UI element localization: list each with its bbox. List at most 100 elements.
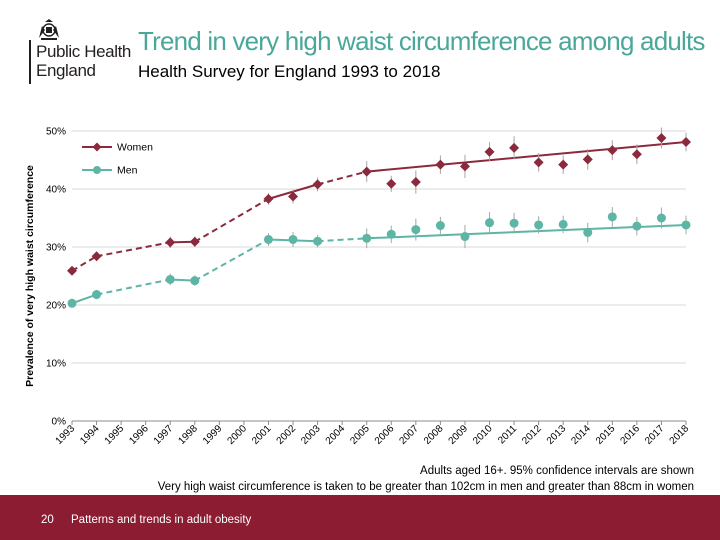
data-point-women — [681, 137, 691, 148]
series-line-segment — [194, 238, 269, 282]
y-tick-label: 40% — [46, 185, 66, 196]
legend-marker — [92, 142, 102, 152]
logo-line-1: Public Health — [36, 42, 131, 61]
data-point-women — [312, 179, 323, 190]
data-point-men — [67, 298, 77, 308]
data-point-women — [435, 159, 446, 170]
x-tick-label: 1994 — [78, 423, 102, 447]
x-tick-label: 2000 — [226, 423, 250, 447]
x-tick-label: 2012 — [520, 423, 544, 447]
data-point-men — [263, 234, 273, 244]
phe-logo: Public Health England — [29, 18, 139, 88]
series-line-segment — [194, 197, 269, 243]
legend-label: Women — [117, 142, 153, 154]
x-tick-label: 2010 — [471, 423, 495, 447]
footer-title: Patterns and trends in adult obesity — [71, 514, 252, 526]
y-tick-label: 10% — [46, 359, 66, 370]
x-tick-label: 2006 — [373, 423, 397, 447]
data-point-men — [460, 232, 470, 242]
data-point-men — [313, 236, 323, 246]
data-point-women — [631, 149, 642, 160]
page-subtitle: Health Survey for England 1993 to 2018 — [138, 62, 441, 81]
series-line-segment — [71, 255, 98, 272]
x-tick-label: 2003 — [299, 423, 323, 447]
data-point-women — [558, 159, 569, 170]
x-tick-label: 2018 — [668, 423, 692, 447]
data-point-men — [165, 274, 175, 284]
page-title: Trend in very high waist circumference a… — [138, 26, 705, 56]
waist-circumference-chart: 0% 10% 20% 30% 40% 50% Prevalence of very high… — [24, 127, 692, 447]
x-tick-label: 2016 — [618, 423, 642, 447]
x-tick-label: 1999 — [201, 423, 225, 447]
x-tick-label: 2011 — [496, 423, 519, 446]
data-point-men — [607, 212, 617, 222]
data-point-men — [632, 221, 642, 231]
data-point-men — [509, 218, 519, 228]
data-point-men — [583, 228, 593, 237]
y-tick-label: 20% — [46, 301, 66, 312]
legend-label: Men — [117, 165, 138, 177]
x-tick-label: 2013 — [545, 423, 569, 447]
data-point-women — [533, 157, 544, 168]
y-tick-label: 0% — [52, 417, 67, 428]
x-tick-label: 2008 — [422, 423, 446, 447]
x-tick-label: 2007 — [397, 423, 421, 447]
logo-line-2: England — [36, 61, 96, 80]
x-tick-label: 2004 — [324, 423, 348, 447]
note-confidence-intervals: Adults aged 16+. 95% confidence interval… — [420, 465, 694, 477]
series-line-segment — [96, 241, 171, 258]
data-point-men — [190, 276, 200, 286]
y-tick-label: 30% — [46, 243, 66, 254]
data-point-men — [558, 219, 568, 229]
series-line-segment — [317, 170, 367, 186]
data-point-women — [165, 237, 176, 248]
data-point-women — [656, 132, 667, 143]
data-point-men — [485, 218, 495, 228]
series-line-segment — [366, 141, 687, 173]
data-point-women — [410, 177, 421, 188]
page-number: 20 — [41, 514, 54, 526]
data-point-women — [582, 154, 593, 165]
data-point-women — [459, 161, 470, 172]
x-tick-label: 1997 — [152, 423, 176, 447]
data-point-men — [681, 220, 691, 230]
logo-divider — [29, 40, 31, 84]
data-point-women — [67, 265, 77, 276]
data-point-men — [411, 225, 421, 235]
x-tick-label: 1995 — [103, 423, 127, 447]
data-point-women — [509, 142, 520, 153]
x-tick-label: 1996 — [127, 423, 151, 447]
x-tick-label: 2017 — [643, 423, 667, 447]
x-tick-label: 2002 — [275, 423, 299, 447]
series-line-segment — [96, 278, 171, 296]
x-tick-label: 2009 — [447, 423, 471, 447]
logo-text: Public Health England — [36, 42, 131, 80]
y-axis-label: Prevalence of very high waist circumfere… — [24, 165, 36, 387]
data-point-women — [263, 193, 274, 204]
data-point-women — [361, 166, 372, 177]
note-definition: Very high waist circumference is taken t… — [157, 481, 694, 493]
data-point-women — [607, 145, 618, 156]
series-line-segment — [317, 237, 367, 243]
x-tick-label: 2001 — [250, 423, 274, 447]
data-point-women — [288, 191, 299, 202]
data-point-men — [534, 220, 544, 230]
x-tick-label: 2005 — [348, 423, 372, 447]
data-point-women — [189, 236, 200, 247]
data-point-men — [288, 234, 298, 244]
data-point-women — [386, 178, 397, 189]
data-point-men — [435, 221, 445, 231]
data-point-women — [91, 251, 102, 262]
y-tick-label: 50% — [46, 127, 66, 138]
data-point-men — [656, 213, 666, 223]
data-point-women — [484, 146, 495, 157]
legend-marker — [93, 166, 101, 174]
data-point-men — [386, 229, 396, 239]
x-tick-label: 2014 — [569, 423, 593, 447]
data-point-men — [92, 290, 102, 300]
data-point-men — [362, 233, 372, 243]
x-tick-label: 1998 — [176, 423, 200, 447]
footer-bar: 20 Patterns and trends in adult obesity — [0, 495, 720, 540]
royal-crest-icon — [39, 19, 59, 40]
x-tick-label: 2015 — [594, 423, 618, 447]
